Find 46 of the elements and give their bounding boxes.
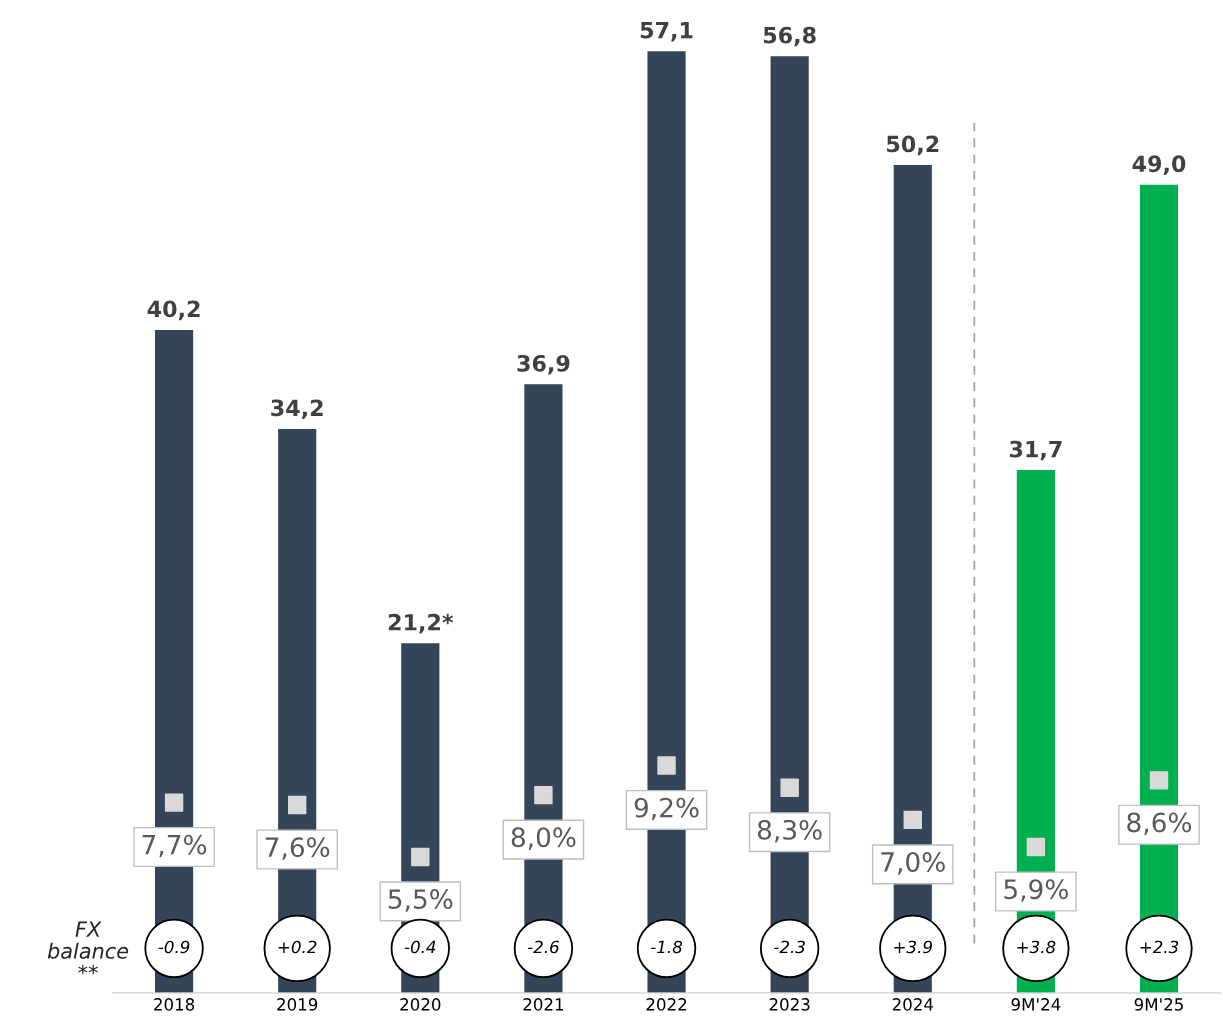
x-tick-label: 9M'24	[1011, 998, 1061, 1011]
point	[1149, 771, 1169, 790]
point	[287, 795, 307, 815]
annotation: -1.8	[651, 940, 683, 954]
annotation: -2.3	[774, 940, 805, 954]
point	[780, 778, 799, 797]
data-label: 9,2%	[634, 797, 699, 821]
data-label: 7,7%	[142, 834, 207, 858]
x-tick-label: 2020	[400, 998, 441, 1011]
data-label: 49,0	[1132, 155, 1186, 175]
point	[1026, 837, 1046, 857]
data-label: 34,2	[271, 399, 323, 420]
data-label: 31,7	[1009, 440, 1062, 461]
data-label: 7,6%	[265, 837, 330, 860]
annotation: +0.2	[278, 940, 317, 954]
annotation: FX balance **	[47, 921, 129, 975]
x-tick-label: 2018	[154, 998, 195, 1011]
data-label: 8,0%	[511, 827, 576, 850]
annotation: +3.9	[894, 940, 932, 954]
x-tick-label: 9M'25	[1134, 998, 1183, 1011]
annotation: -2.6	[527, 940, 559, 954]
point	[657, 756, 676, 775]
annotation: +2.3	[1140, 940, 1179, 954]
point	[164, 793, 184, 812]
point	[411, 847, 430, 867]
annotation: +3.8	[1017, 940, 1056, 954]
x-tick-label: 2023	[769, 998, 810, 1011]
point	[534, 785, 553, 805]
data-label: 8,6%	[1127, 812, 1192, 836]
annotation: -0.9	[158, 940, 190, 954]
x-tick-label: 2021	[523, 998, 564, 1011]
data-label: 8,3%	[757, 819, 822, 843]
point	[903, 810, 922, 830]
data-label: 7,0%	[881, 852, 945, 875]
data-label: 57,1	[640, 22, 693, 42]
x-tick-label: 2024	[892, 998, 934, 1011]
data-label: 56,8	[763, 26, 816, 47]
data-label: 21,2*	[388, 613, 454, 634]
data-label: 40,2	[147, 300, 200, 321]
data-label: 36,9	[517, 354, 570, 375]
x-tick-label: 2022	[646, 998, 687, 1011]
data-label: 5,9%	[1004, 879, 1068, 902]
data-label: 50,2	[887, 135, 939, 156]
data-label: 5,5%	[388, 889, 453, 912]
annotation: -0.4	[404, 940, 436, 954]
x-tick-label: 2019	[277, 998, 318, 1011]
